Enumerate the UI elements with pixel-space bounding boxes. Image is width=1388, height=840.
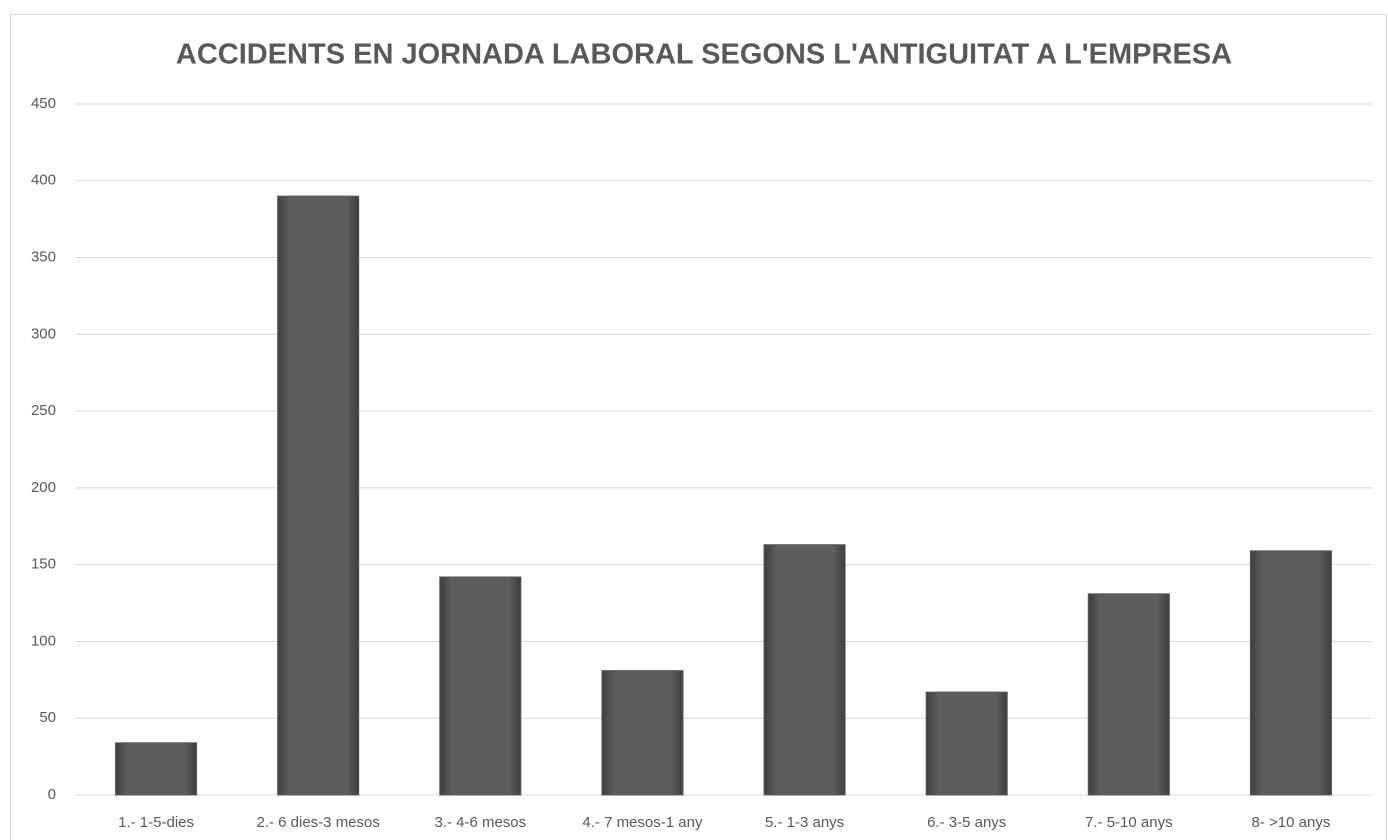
bar xyxy=(115,742,198,796)
chart-title: ACCIDENTS EN JORNADA LABORAL SEGONS L'AN… xyxy=(176,39,1232,71)
x-tick-label: 5.- 1-3 anys xyxy=(765,814,844,831)
x-tick-label: 4.- 7 mesos-1 any xyxy=(582,814,703,831)
y-tick-label: 50 xyxy=(39,709,56,726)
y-tick-label: 400 xyxy=(31,172,56,189)
bar xyxy=(439,576,522,796)
x-tick-label: 3.- 4-6 mesos xyxy=(434,814,526,831)
x-tick-label: 2.- 6 dies-3 mesos xyxy=(256,814,379,831)
bar xyxy=(1249,550,1332,796)
x-tick-label: 6.- 3-5 anys xyxy=(927,814,1006,831)
y-tick-label: 150 xyxy=(31,556,56,573)
y-tick-label: 300 xyxy=(31,325,56,342)
y-tick-label: 350 xyxy=(31,249,56,266)
bar xyxy=(763,544,846,796)
y-tick-label: 250 xyxy=(31,402,56,419)
y-tick-label: 0 xyxy=(48,786,56,803)
y-tick-label: 450 xyxy=(31,95,56,112)
bar xyxy=(925,691,1008,796)
bar xyxy=(277,195,360,796)
x-tick-label: 8- >10 anys xyxy=(1252,814,1331,831)
chart-border xyxy=(10,14,1387,840)
y-tick-label: 200 xyxy=(31,479,56,496)
x-tick-label: 1.- 1-5-dies xyxy=(118,814,194,831)
bar xyxy=(1087,593,1170,796)
y-tick-label: 100 xyxy=(31,632,56,649)
x-tick-label: 7.- 5-10 anys xyxy=(1085,814,1173,831)
bar xyxy=(601,670,684,796)
